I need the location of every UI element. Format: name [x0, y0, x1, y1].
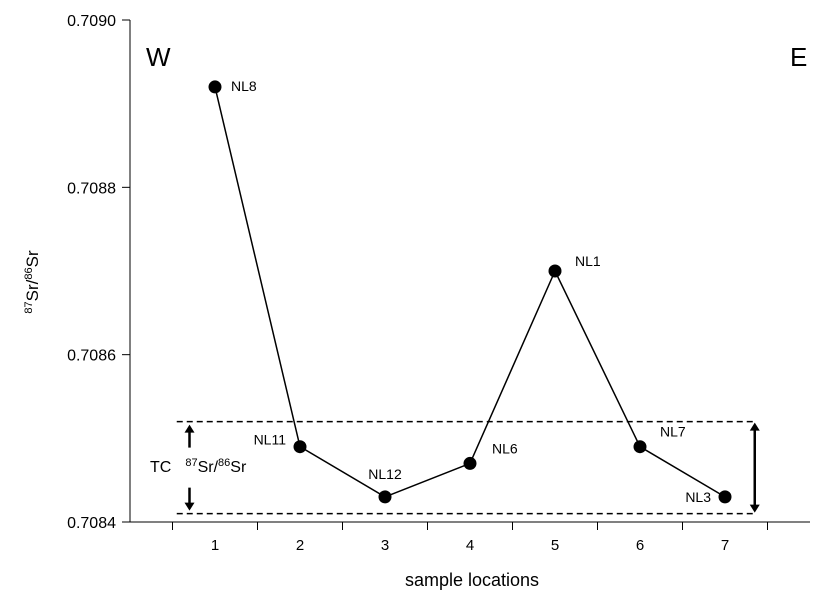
tc-label-sup1: 87 [185, 457, 197, 469]
y-axis-label-sup2: 86 [23, 267, 35, 279]
data-label: NL7 [660, 424, 686, 440]
data-label: NL12 [368, 466, 402, 482]
y-tick-label: 0.7090 [67, 13, 116, 30]
data-point [378, 490, 392, 504]
tc-range-arrowhead-up [749, 422, 760, 431]
data-point [548, 264, 562, 278]
tc-left-arrowhead-down [184, 502, 195, 511]
tc-label-mid: Sr/ [198, 459, 219, 476]
x-tick-label: 3 [381, 537, 389, 554]
y-axis-label: 87Sr/86Sr [23, 250, 42, 314]
data-point [633, 440, 647, 454]
data-point [463, 456, 477, 470]
x-tick-label: 6 [636, 537, 644, 554]
data-label: NL1 [575, 253, 601, 269]
y-axis-label-mid: Sr/ [23, 279, 42, 301]
axes [129, 20, 810, 523]
x-tick-label: 5 [551, 537, 559, 554]
data-label: NL6 [492, 440, 518, 456]
x-axis-label: sample locations [405, 570, 539, 590]
series-line [214, 86, 726, 498]
x-tick-label: 1 [211, 537, 219, 554]
y-tick-label: 0.7088 [67, 180, 116, 197]
corner-label-west: W [146, 42, 171, 72]
x-tick-label: 4 [466, 537, 474, 554]
series: NL8 NL11 NL12 NL6 NL1 NL7 NL3 [208, 78, 732, 505]
x-ticks: 1 2 3 4 5 6 7 [172, 522, 768, 554]
data-point [208, 80, 222, 94]
data-label: NL8 [231, 78, 257, 94]
y-ticks: 0.7084 0.7086 0.7088 0.7090 [67, 13, 130, 532]
tc-label-end: Sr [230, 459, 247, 476]
y-tick-label: 0.7084 [67, 515, 116, 532]
tc-band [176, 420, 760, 515]
data-point [718, 490, 732, 504]
tc-band-label: TC 87Sr/86Sr [150, 457, 247, 476]
tc-label-prefix: TC [150, 459, 171, 476]
y-axis-label-end: Sr [23, 250, 42, 267]
y-axis-label-sup1: 87 [23, 301, 35, 313]
tc-left-arrowhead-up [184, 424, 195, 433]
data-label: NL11 [254, 432, 287, 448]
x-tick-label: 7 [721, 537, 729, 554]
data-label: NL3 [685, 489, 711, 505]
tc-range-arrowhead-down [749, 504, 760, 513]
x-tick-label: 2 [296, 537, 304, 554]
y-tick-label: 0.7086 [67, 348, 116, 365]
corner-label-east: E [790, 42, 807, 72]
data-point [293, 440, 307, 454]
tc-label-sup2: 86 [218, 457, 230, 469]
